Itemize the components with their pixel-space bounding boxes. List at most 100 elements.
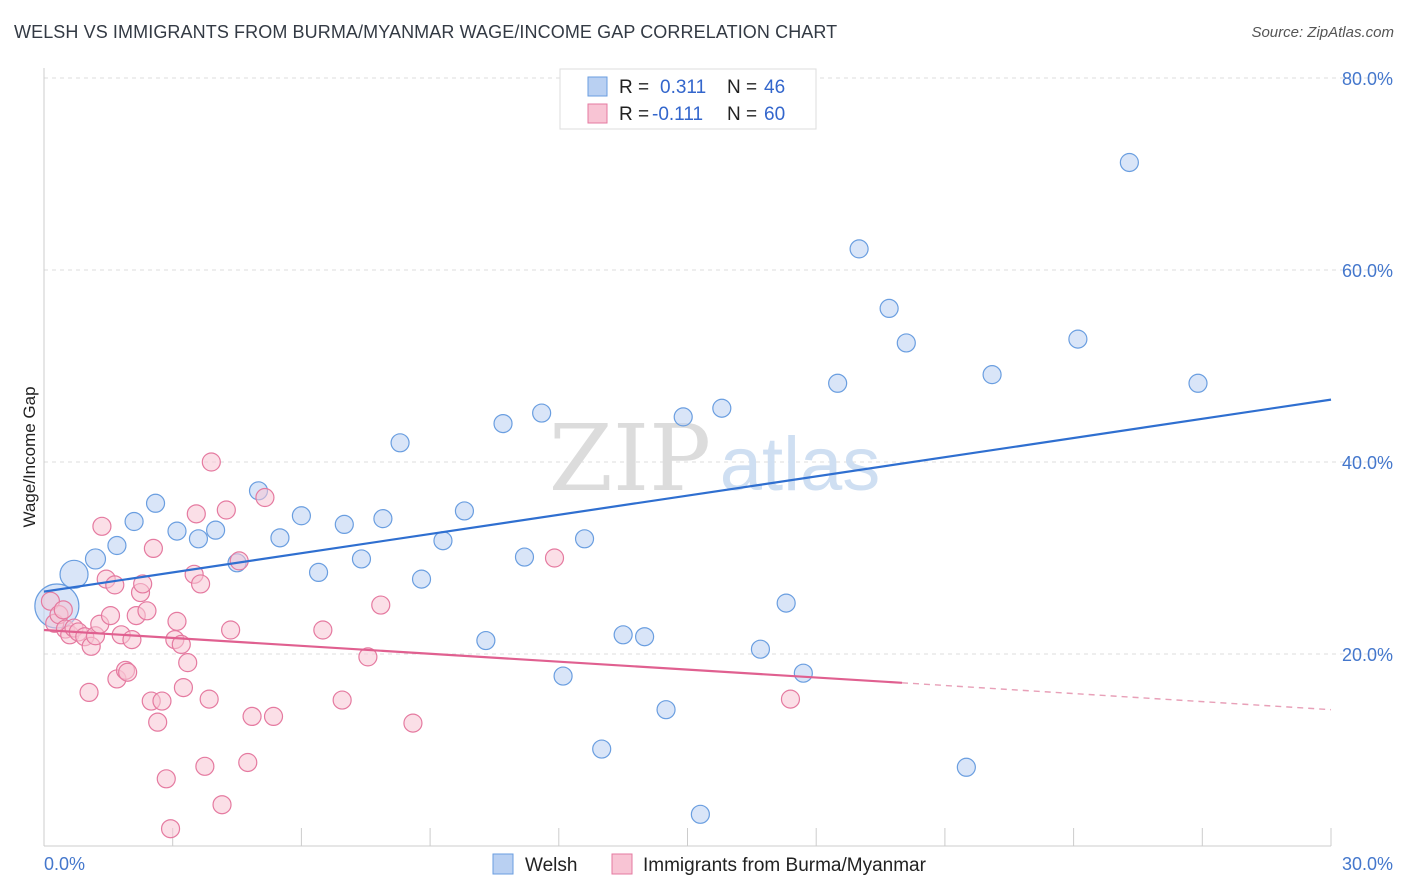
point-burma (195, 756, 215, 776)
point-burma (173, 677, 194, 698)
y-tick-labels: 20.0% 40.0% 60.0% 80.0% (1342, 69, 1393, 665)
point-burma (118, 662, 138, 682)
point-burma (544, 548, 565, 568)
point-burma (156, 769, 176, 789)
point-welsh (849, 239, 869, 259)
point-welsh (532, 403, 552, 423)
trend-line-welsh (43, 398, 1332, 593)
x-tick-labels: 0.0% 30.0% (44, 854, 1393, 874)
point-welsh (673, 407, 693, 427)
point-burma (263, 706, 284, 727)
point-burma (79, 682, 99, 703)
point-welsh (270, 528, 290, 548)
point-burma (332, 690, 352, 710)
point-welsh (351, 549, 372, 569)
series-label-welsh: Welsh (525, 855, 577, 876)
point-burma (171, 634, 191, 655)
point-welsh (896, 333, 916, 353)
chart-title: WELSH VS IMMIGRANTS FROM BURMA/MYANMAR W… (14, 22, 838, 42)
point-welsh (411, 569, 432, 589)
point-welsh (793, 663, 813, 683)
point-welsh (493, 414, 513, 434)
y-axis-label: Wage/Income Gap (20, 386, 39, 527)
trend-line-burma (43, 628, 903, 684)
x-tick-label: 0.0% (44, 854, 85, 874)
grid-lines (44, 77, 1393, 655)
point-welsh (476, 630, 496, 651)
point-welsh (206, 520, 226, 540)
point-burma (216, 500, 236, 520)
point-welsh (59, 559, 89, 589)
point-welsh (107, 535, 127, 556)
point-welsh (1188, 373, 1208, 393)
point-burma (190, 574, 211, 594)
point-welsh (514, 547, 535, 567)
series-legend: Welsh Immigrants from Burma/Myanmar (492, 853, 927, 876)
y-tick-label: 20.0% (1342, 645, 1393, 665)
point-welsh (828, 373, 848, 393)
point-burma (137, 601, 157, 621)
point-welsh (712, 398, 732, 418)
point-burma (105, 575, 125, 595)
trend-lines (43, 398, 1332, 711)
point-welsh (373, 509, 393, 529)
point-welsh (145, 493, 166, 513)
stats-legend: R = 0.311 N = 46 R = -0.111 N = 60 (559, 68, 817, 130)
legend-swatch-burma (587, 103, 608, 124)
point-burma (221, 620, 241, 640)
legend-r-label-welsh: R = (619, 77, 649, 98)
point-welsh (1119, 152, 1139, 173)
point-welsh (390, 433, 410, 453)
point-welsh (690, 804, 710, 824)
point-welsh (291, 506, 311, 526)
point-welsh (879, 298, 899, 318)
point-welsh (613, 625, 633, 645)
point-burma (255, 487, 275, 508)
legend-n-value-burma: 60 (764, 104, 785, 125)
x-tick-label: 30.0% (1342, 854, 1393, 874)
series-swatch-welsh (492, 853, 514, 875)
point-welsh (167, 521, 187, 541)
point-welsh (656, 700, 676, 720)
point-burma (133, 574, 153, 594)
point-welsh (188, 529, 209, 549)
point-welsh (574, 529, 595, 549)
point-burma (780, 689, 801, 709)
point-burma (403, 713, 423, 733)
point-burma (152, 691, 172, 711)
point-welsh (750, 639, 771, 659)
point-welsh (634, 627, 655, 647)
trend-line-burma-extension (901, 682, 1332, 711)
data-points (34, 152, 1208, 839)
point-welsh (124, 511, 144, 532)
legend-swatch-welsh (587, 76, 608, 97)
point-burma (92, 516, 112, 536)
point-welsh (84, 548, 107, 570)
point-burma (212, 795, 232, 815)
watermark-atlas: atlas (720, 422, 881, 507)
source-label: Source: ZipAtlas.com (1251, 24, 1394, 41)
point-burma (242, 706, 262, 727)
point-welsh (308, 562, 329, 583)
point-burma (167, 611, 187, 631)
point-burma (371, 595, 391, 615)
point-burma (148, 712, 168, 732)
watermark: ZIP atlas (549, 405, 880, 512)
y-tick-label: 80.0% (1342, 69, 1393, 89)
point-burma (100, 605, 121, 626)
point-welsh (334, 514, 354, 535)
legend-r-value-burma: -0.111 (652, 104, 703, 125)
legend-n-label-burma: N = (727, 104, 757, 125)
point-burma (178, 653, 198, 673)
y-tick-label: 60.0% (1342, 261, 1393, 281)
point-burma (53, 600, 73, 620)
point-welsh (433, 531, 453, 551)
point-burma (122, 629, 142, 650)
point-welsh (592, 739, 612, 759)
axes (43, 68, 1332, 847)
point-welsh (776, 593, 796, 613)
legend-r-value-welsh: 0.311 (660, 77, 706, 98)
point-burma (199, 689, 219, 709)
point-welsh (956, 757, 976, 777)
